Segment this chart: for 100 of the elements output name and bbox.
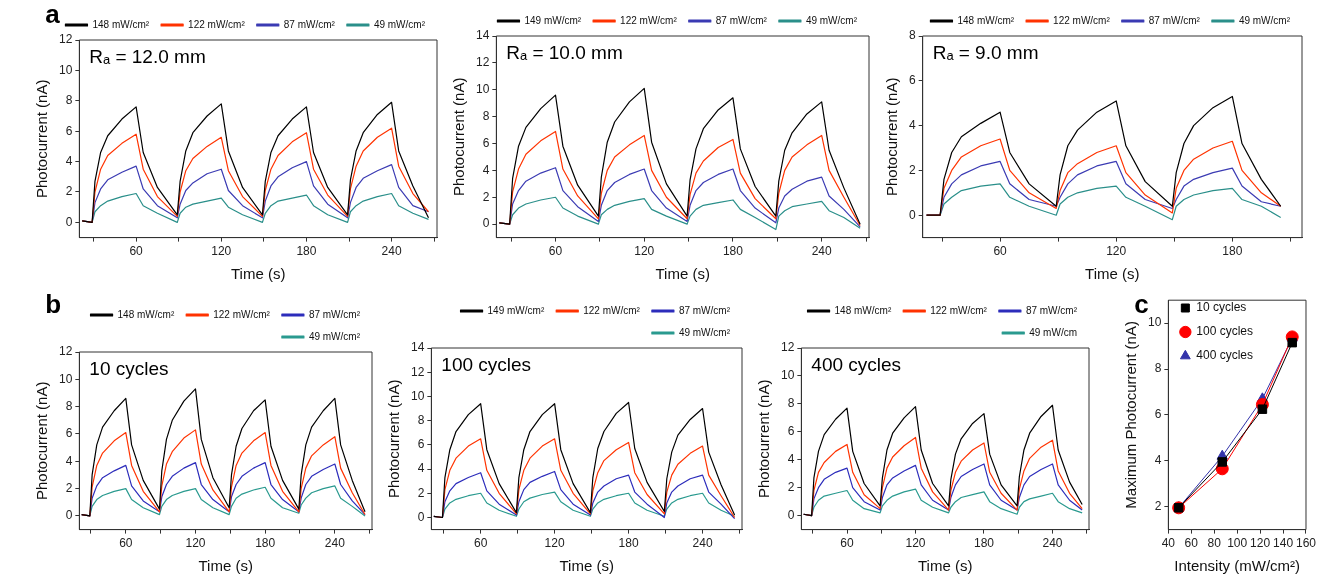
y-tick-label: 6 bbox=[482, 135, 490, 150]
x-tick-label: 60 bbox=[548, 244, 563, 259]
legend-label: 122 mW/cm² bbox=[583, 304, 641, 316]
annotation: Rₐ = 9.0 mm bbox=[932, 41, 1039, 63]
x-tick-label: 180 bbox=[1222, 244, 1243, 259]
y-tick-label: 0 bbox=[417, 509, 425, 524]
x-tick-label: 240 bbox=[1042, 536, 1063, 551]
x-tick-label: 240 bbox=[692, 536, 713, 551]
x-tick-label: 240 bbox=[381, 244, 402, 259]
chart-title: b bbox=[45, 289, 62, 319]
y-tick-label: 2 bbox=[787, 480, 795, 494]
y-tick-label: 8 bbox=[908, 28, 916, 43]
x-tick-label: 120 bbox=[1250, 536, 1271, 551]
y-tick-label: 4 bbox=[417, 461, 425, 476]
y-tick-label: 0 bbox=[65, 508, 73, 523]
y-tick-label: 8 bbox=[65, 93, 73, 108]
y-tick-label: 8 bbox=[65, 398, 73, 413]
x-tick-label: 120 bbox=[1106, 244, 1127, 259]
annotation: 400 cycles bbox=[811, 353, 902, 375]
y-axis-title: Photocurrent (nA) bbox=[385, 379, 403, 498]
legend-label: 49 mW/cm bbox=[1029, 326, 1077, 338]
legend-label: 149 mW/cm² bbox=[524, 14, 582, 26]
y-tick-label: 10 bbox=[58, 62, 73, 77]
y-tick-label: 6 bbox=[787, 424, 795, 439]
legend-label: 87 mW/cm² bbox=[715, 14, 768, 26]
x-tick-label: 120 bbox=[905, 536, 926, 551]
y-tick-label: 8 bbox=[1154, 361, 1162, 376]
annotation: Rₐ = 12.0 mm bbox=[89, 45, 206, 67]
legend-label: 87 mW/cm² bbox=[678, 304, 731, 316]
x-axis-title: Time (s) bbox=[1085, 265, 1140, 283]
x-tick-label: 240 bbox=[811, 244, 833, 259]
y-tick-label: 0 bbox=[65, 214, 73, 229]
y-axis-title: Photocurrent (nA) bbox=[883, 77, 901, 196]
x-axis-title: Time (s) bbox=[230, 265, 286, 283]
annotation: 100 cycles bbox=[441, 353, 532, 375]
x-tick-label: 120 bbox=[211, 244, 232, 259]
x-axis-title: Time (s) bbox=[655, 265, 710, 283]
annotation: Rₐ = 10.0 mm bbox=[506, 41, 623, 63]
x-tick-label: 120 bbox=[634, 244, 655, 259]
legend-label: 122 mW/cm² bbox=[930, 304, 988, 316]
legend-label: 49 mW/cm² bbox=[373, 18, 426, 30]
y-tick-label: 10 bbox=[780, 368, 795, 383]
legend-label: 148 mW/cm² bbox=[92, 18, 150, 30]
legend-label: 122 mW/cm² bbox=[213, 308, 271, 320]
y-tick-label: 10 bbox=[58, 371, 73, 386]
y-tick-label: 0 bbox=[787, 507, 795, 522]
legend-label: 49 mW/cm² bbox=[308, 330, 361, 342]
x-tick-label: 40 bbox=[1161, 536, 1176, 551]
y-tick-label: 12 bbox=[780, 340, 795, 355]
x-tick-label: 140 bbox=[1273, 536, 1294, 551]
annotation: 10 cycles bbox=[89, 357, 169, 379]
y-axis-title: Maximum Photocurrent (nA) bbox=[1122, 321, 1140, 509]
y-axis-title: Photocurrent (nA) bbox=[33, 79, 51, 198]
y-tick-label: 14 bbox=[410, 340, 425, 355]
y-tick-label: 4 bbox=[908, 117, 916, 132]
legend-label: 87 mW/cm² bbox=[1148, 14, 1201, 26]
y-tick-label: 6 bbox=[1154, 407, 1162, 422]
x-axis-title: Intensity (mW/cm²) bbox=[1174, 557, 1301, 575]
y-tick-label: 10 bbox=[410, 388, 425, 403]
legend-label: 122 mW/cm² bbox=[620, 14, 678, 26]
y-tick-label: 14 bbox=[475, 28, 490, 43]
y-tick-label: 8 bbox=[482, 108, 490, 123]
y-tick-label: 4 bbox=[65, 453, 73, 468]
x-tick-label: 160 bbox=[1295, 536, 1317, 551]
y-axis-title: Photocurrent (nA) bbox=[33, 381, 51, 500]
x-tick-label: 120 bbox=[185, 536, 206, 551]
y-tick-label: 0 bbox=[908, 207, 916, 222]
x-tick-label: 180 bbox=[255, 536, 276, 551]
y-tick-label: 8 bbox=[787, 396, 795, 411]
y-tick-label: 6 bbox=[908, 73, 916, 88]
y-tick-label: 12 bbox=[410, 364, 425, 379]
x-axis-title: Time (s) bbox=[917, 557, 973, 575]
x-axis-title: Time (s) bbox=[198, 557, 253, 575]
legend-label: 100 cycles bbox=[1196, 324, 1254, 339]
legend-label: 148 mW/cm² bbox=[117, 308, 175, 320]
legend-label: 148 mW/cm² bbox=[957, 14, 1015, 26]
x-tick-label: 100 bbox=[1227, 536, 1248, 551]
x-tick-label: 180 bbox=[973, 536, 995, 551]
x-tick-label: 60 bbox=[119, 536, 133, 551]
y-tick-label: 4 bbox=[787, 452, 795, 467]
y-tick-label: 10 bbox=[475, 82, 490, 97]
legend-label: 122 mW/cm² bbox=[188, 18, 246, 30]
y-tick-label: 4 bbox=[482, 162, 490, 177]
legend-label: 49 mW/cm² bbox=[678, 326, 731, 338]
x-tick-label: 60 bbox=[840, 536, 854, 551]
x-tick-label: 120 bbox=[544, 536, 565, 551]
y-axis-title: Photocurrent (nA) bbox=[450, 77, 468, 196]
x-tick-label: 240 bbox=[324, 536, 346, 551]
y-tick-label: 4 bbox=[65, 153, 73, 168]
x-tick-label: 180 bbox=[722, 244, 744, 259]
x-tick-label: 60 bbox=[993, 244, 1008, 259]
x-tick-label: 180 bbox=[296, 244, 317, 259]
legend-label: 49 mW/cm² bbox=[1238, 14, 1291, 26]
y-tick-label: 2 bbox=[482, 189, 490, 204]
y-tick-label: 6 bbox=[65, 426, 73, 441]
chart-title: c bbox=[1134, 289, 1149, 319]
legend-label: 49 mW/cm² bbox=[805, 14, 858, 26]
y-tick-label: 6 bbox=[417, 437, 425, 452]
legend-label: 148 mW/cm² bbox=[834, 304, 892, 316]
y-tick-label: 8 bbox=[417, 412, 425, 427]
